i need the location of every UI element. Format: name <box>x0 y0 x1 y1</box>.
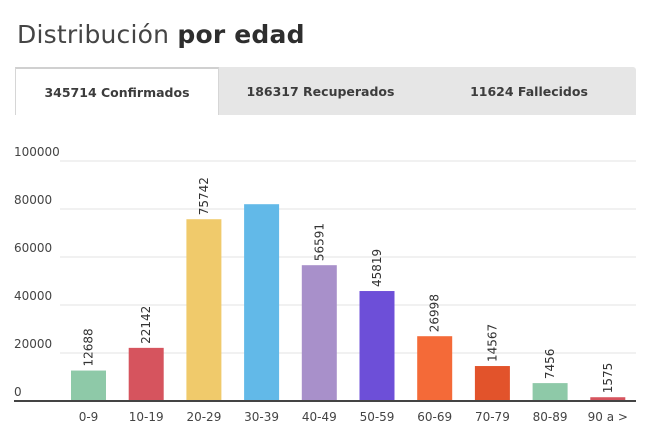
y-tick-label: 60000 <box>14 241 52 255</box>
title-bold: por edad <box>177 20 305 49</box>
x-tick-label: 0-9 <box>79 410 99 424</box>
age-distribution-chart: 0 20000 40000 60000 80000 100000 12688 0-9 22142… <box>14 145 636 424</box>
x-tick-label: 70-79 <box>475 410 510 424</box>
tab-confirmados[interactable]: 345714 Confirmados <box>15 67 219 115</box>
bar-90 a > <box>590 397 626 401</box>
data-label: 14567 <box>485 324 499 362</box>
bar-80-89 <box>532 383 568 401</box>
x-tick-label: 30-39 <box>244 410 279 424</box>
x-tick-label: 80-89 <box>533 410 568 424</box>
data-label: 7456 <box>543 349 557 380</box>
x-tick-label: 60-69 <box>417 410 452 424</box>
data-label: 56591 <box>312 223 326 261</box>
bar-50-59 <box>359 291 395 401</box>
tab-bar: 345714 Confirmados 186317 Recuperados 11… <box>15 67 636 115</box>
bar-40-49 <box>301 265 337 401</box>
x-tick-label: 40-49 <box>302 410 337 424</box>
y-tick-label: 100000 <box>14 145 60 159</box>
page-title: Distribución por edad <box>17 20 305 49</box>
y-tick-label: 0 <box>14 385 22 399</box>
y-tick-label: 40000 <box>14 289 52 303</box>
bar-30-39 <box>244 204 280 401</box>
bar-70-79 <box>474 366 510 401</box>
bar-60-69 <box>417 336 453 401</box>
title-regular: Distribución <box>17 20 170 49</box>
data-label: 75742 <box>197 177 211 215</box>
tab-recuperados[interactable]: 186317 Recuperados <box>246 83 395 99</box>
data-label: 12688 <box>82 328 96 366</box>
x-tick-label: 10-19 <box>129 410 164 424</box>
data-label: 22142 <box>139 306 153 344</box>
data-label: 45819 <box>370 249 384 287</box>
y-tick-label: 80000 <box>14 193 52 207</box>
bar-20-29 <box>186 219 222 401</box>
bar-10-19 <box>128 347 164 401</box>
data-label: 1575 <box>601 363 615 394</box>
x-tick-label: 50-59 <box>360 410 395 424</box>
data-label: 26998 <box>428 294 442 332</box>
y-tick-label: 20000 <box>14 337 52 351</box>
bar-0-9 <box>71 370 106 401</box>
x-tick-label: 90 a > <box>588 410 628 424</box>
tab-fallecidos[interactable]: 11624 Fallecidos <box>470 83 588 99</box>
x-tick-label: 20-29 <box>186 410 221 424</box>
